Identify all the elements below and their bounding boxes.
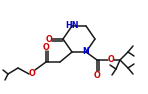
Text: O: O [108, 55, 114, 64]
Text: O: O [94, 70, 100, 80]
Text: HN: HN [65, 22, 79, 30]
Text: N: N [83, 47, 89, 56]
Text: O: O [29, 69, 35, 78]
Text: O: O [43, 42, 49, 52]
Text: O: O [46, 34, 52, 44]
